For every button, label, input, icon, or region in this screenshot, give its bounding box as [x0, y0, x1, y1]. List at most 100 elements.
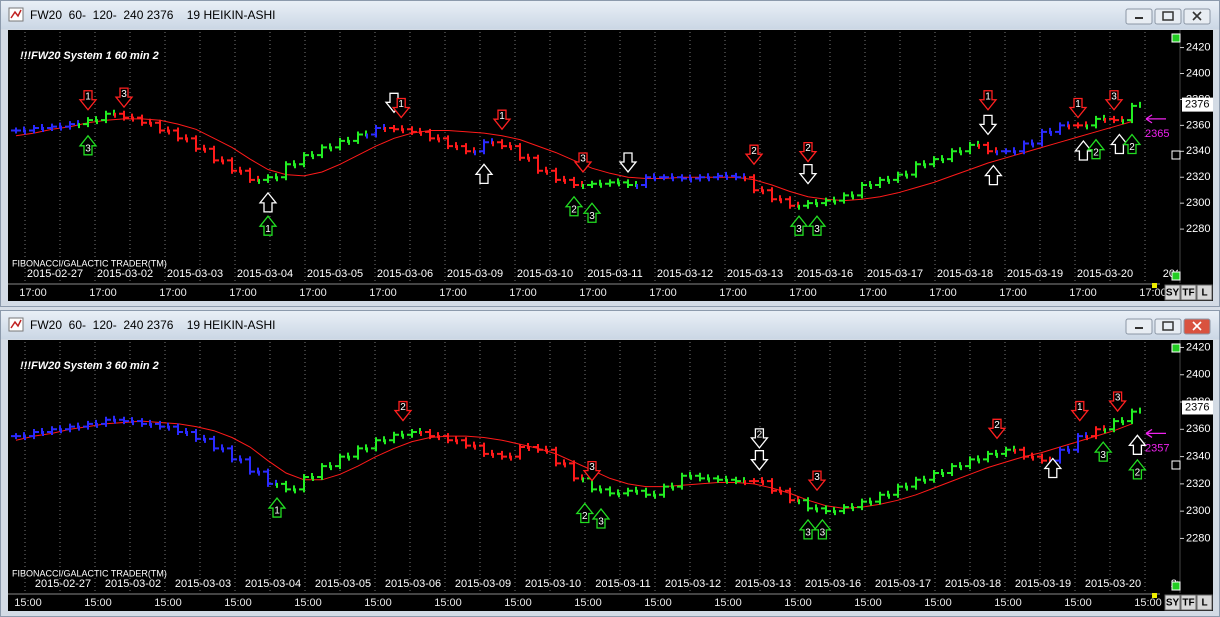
- price-bar: [924, 468, 943, 484]
- close-button[interactable]: [1183, 8, 1211, 25]
- price-bar: [204, 435, 223, 452]
- price-bar: [456, 143, 475, 155]
- price-bar: [8, 432, 25, 441]
- chart-button[interactable]: L: [1196, 284, 1213, 301]
- time-label: 15:00: [574, 597, 602, 609]
- date-label: 2015-03-18: [937, 268, 993, 280]
- price-bar: [60, 120, 79, 131]
- price-bar: [618, 486, 637, 498]
- chart-button[interactable]: SY: [1164, 594, 1181, 611]
- price-bar: [438, 433, 457, 444]
- arrow-label: 2: [757, 429, 763, 440]
- price-bar: [978, 449, 997, 464]
- last-price-box: [1182, 400, 1213, 415]
- price-bar: [348, 444, 367, 461]
- y-tick-label: 2400: [1186, 369, 1210, 381]
- date-label: 2015-03-17: [875, 578, 931, 590]
- time-axis-bg: [8, 594, 1213, 611]
- date-label: 2015-03-09: [455, 578, 511, 590]
- center-marker: [1171, 460, 1181, 470]
- chart-button-box: [1164, 284, 1181, 301]
- arrow-label: 3: [796, 224, 802, 235]
- price-bar: [258, 468, 277, 487]
- date-label: 2015-03-03: [175, 578, 231, 590]
- ma-pointer: [1145, 428, 1166, 438]
- date-label: 2015-03-06: [385, 578, 441, 590]
- price-bar: [114, 416, 133, 425]
- date-label: 2015-03-19: [1015, 578, 1071, 590]
- minimize-button[interactable]: [1125, 318, 1153, 335]
- time-label: 15:00: [224, 597, 252, 609]
- price-bar: [240, 456, 259, 475]
- price-bar: [204, 145, 223, 164]
- y-tick-label: 2360: [1186, 423, 1210, 435]
- time-axis-bg: [8, 284, 1213, 301]
- arrow-label: 2: [400, 402, 406, 413]
- glyph: [1192, 11, 1202, 21]
- price-bar: [816, 505, 835, 515]
- chart-button[interactable]: TF: [1180, 594, 1197, 611]
- time-label: 15:00: [14, 597, 42, 609]
- signal-arrow: 3: [798, 518, 818, 540]
- price-bar: [762, 478, 781, 494]
- date-label: 2015-03-09: [447, 268, 503, 280]
- price-bar: [708, 171, 727, 182]
- arrow-shape: [1074, 139, 1093, 161]
- signal-arrow: 3: [813, 518, 832, 540]
- arrow-label: 1: [499, 111, 505, 122]
- price-bar: [942, 462, 961, 477]
- chart-button[interactable]: SY: [1164, 284, 1181, 301]
- arrow-shape: [591, 507, 611, 529]
- y-tick-label: 2320: [1186, 171, 1210, 183]
- maximize-button[interactable]: [1154, 8, 1182, 25]
- signal-arrow: 1: [267, 497, 287, 518]
- moving-average-line: [15, 118, 1133, 202]
- signal-arrow: [1110, 133, 1129, 155]
- signal-arrow: [1074, 139, 1093, 161]
- y-tick-label: 2300: [1186, 197, 1210, 209]
- price-bar: [24, 123, 43, 135]
- chart-button[interactable]: L: [1196, 594, 1213, 611]
- system-label: !!!FW20 System 1 60 min 2: [20, 50, 159, 62]
- arrow-label: 3: [805, 528, 811, 539]
- date-label: 2015-03-11: [595, 578, 650, 590]
- arrow-shape: [258, 191, 278, 213]
- scroll-thumb: [1152, 283, 1157, 288]
- price-bar: [1068, 121, 1087, 130]
- arrow-label: 3: [820, 528, 826, 539]
- glyph: [1162, 11, 1174, 21]
- last-price-label: 2376: [1185, 99, 1209, 111]
- arrow-label: 2: [805, 143, 811, 154]
- arrow-label: 2: [571, 204, 577, 215]
- minimize-button[interactable]: [1125, 8, 1153, 25]
- arrow-label: 3: [598, 517, 604, 528]
- last-price-label: 2376: [1185, 401, 1209, 413]
- price-bar: [348, 130, 367, 145]
- system-label: !!!FW20 System 3 60 min 2: [20, 360, 159, 372]
- arrow-shape: [1128, 458, 1147, 480]
- price-bar: [168, 423, 187, 436]
- signal-arrow: 1: [978, 90, 998, 111]
- price-bar: [474, 138, 493, 156]
- window-title: FW20 60- 120- 240 2376 19 HEIKIN-ASHI: [30, 8, 275, 22]
- price-bar: [132, 418, 151, 427]
- arrow-shape: [750, 450, 769, 471]
- price-bar: [456, 437, 475, 449]
- arrow-shape: [78, 90, 98, 111]
- close-button[interactable]: [1183, 318, 1211, 335]
- price-bar: [222, 157, 241, 174]
- arrow-label: 3: [1111, 91, 1117, 102]
- price-bar: [996, 445, 1015, 458]
- price-bar: [1032, 127, 1051, 148]
- arrow-shape: [978, 90, 998, 111]
- price-bar: [222, 445, 241, 463]
- signal-arrow: 2: [798, 141, 818, 163]
- arrow-shape: [474, 163, 494, 184]
- date-label: 2015-03-04: [237, 268, 293, 280]
- glyph: [1162, 321, 1174, 331]
- chart-button[interactable]: TF: [1180, 284, 1197, 301]
- price-bar: [276, 160, 295, 182]
- price-bar: [132, 114, 151, 126]
- maximize-button[interactable]: [1154, 318, 1182, 335]
